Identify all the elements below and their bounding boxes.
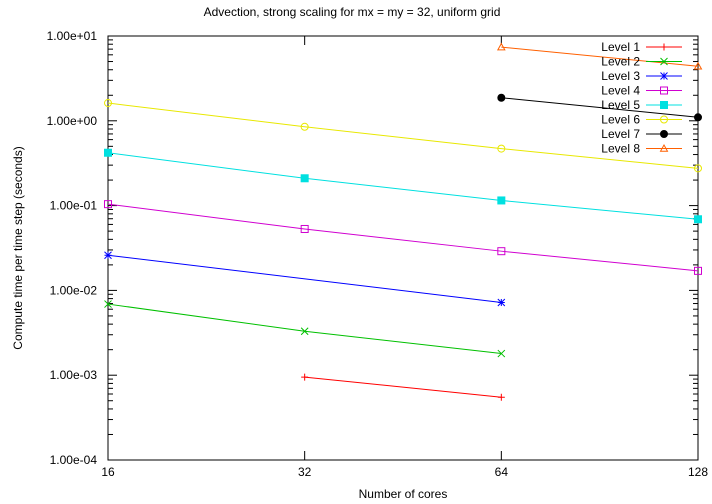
series-line (501, 46, 699, 67)
plot-area-frame (107, 35, 699, 461)
data-point (660, 130, 668, 138)
data-point (660, 101, 668, 109)
data-point (694, 266, 702, 275)
data-point (660, 57, 668, 66)
data-point (660, 72, 668, 80)
x-tick-label: 16 (101, 465, 115, 479)
series-level-7 (497, 93, 702, 122)
series-level-5 (104, 148, 702, 224)
series-level-2 (104, 300, 506, 358)
x-axis: 16 32 64 128 (101, 36, 708, 479)
y-axis: 1.00e-04 1.00e-03 1.00e-02 1.00e-01 1.00e+00… (47, 29, 698, 467)
legend-entry: Level 2 (601, 55, 682, 69)
legend-entry: Level 7 (601, 127, 682, 141)
legend-entry: Level 6 (601, 113, 682, 127)
legend-label: Level 5 (601, 98, 640, 112)
data-point (659, 143, 669, 152)
legend-label: Level 7 (601, 127, 640, 141)
legend-label: Level 8 (601, 142, 640, 156)
data-point (497, 247, 506, 256)
series-level-6 (104, 99, 702, 173)
data-point (497, 93, 506, 102)
data-point (497, 196, 506, 205)
legend-label: Level 6 (601, 113, 640, 127)
y-tick-label: 1.00e+01 (47, 29, 98, 43)
data-point (693, 61, 703, 70)
data-point (300, 224, 309, 233)
data-point (104, 200, 112, 209)
series-line (107, 254, 502, 303)
data-point (660, 43, 668, 51)
legend-entry: Level 8 (601, 142, 682, 156)
data-point (301, 373, 309, 381)
legend-entry: Level 5 (601, 98, 682, 112)
data-point (104, 148, 112, 157)
data-point (104, 300, 112, 308)
legend-entry: Level 3 (601, 69, 682, 83)
legend-entry: Level 1 (601, 40, 682, 54)
data-point (104, 251, 112, 260)
data-point (497, 349, 506, 358)
series-level-3 (104, 251, 506, 307)
data-point (660, 115, 668, 124)
data-point (497, 393, 505, 401)
data-point (660, 86, 668, 95)
data-point (104, 99, 112, 108)
legend-label: Level 1 (601, 40, 640, 54)
series-line (107, 102, 699, 169)
y-tick-label: 1.00e-01 (50, 199, 98, 213)
data-point (300, 327, 309, 336)
series-line (107, 303, 502, 355)
data-point (300, 122, 309, 131)
y-tick-label: 1.00e+00 (47, 114, 98, 128)
series-line (107, 152, 699, 220)
data-point (694, 164, 702, 173)
chart-title: Advection, strong scaling for mx = my = … (204, 5, 501, 19)
x-tick-label: 128 (688, 465, 708, 479)
data-point (496, 42, 506, 51)
series-level-1 (301, 373, 505, 401)
series-line (107, 203, 699, 272)
legend-entry: Level 4 (601, 84, 682, 98)
series-line (304, 376, 502, 398)
y-tick-label: 1.00e-04 (50, 453, 98, 467)
data-point (497, 298, 506, 307)
data-point (300, 174, 309, 183)
x-tick-label: 32 (298, 465, 312, 479)
legend-label: Level 2 (601, 55, 640, 69)
data-point (694, 113, 702, 122)
series-level-4 (104, 200, 702, 275)
legend-label: Level 3 (601, 69, 640, 83)
y-tick-label: 1.00e-03 (50, 368, 98, 382)
data-point (497, 144, 506, 153)
data-point (694, 215, 702, 224)
x-tick-label: 64 (495, 465, 509, 479)
series-line (501, 97, 699, 118)
x-axis-label: Number of cores (359, 487, 448, 501)
series-layer (104, 42, 703, 401)
y-axis-label: Compute time per time step (seconds) (11, 146, 25, 349)
y-tick-label: 1.00e-02 (50, 283, 98, 297)
legend-label: Level 4 (601, 84, 640, 98)
